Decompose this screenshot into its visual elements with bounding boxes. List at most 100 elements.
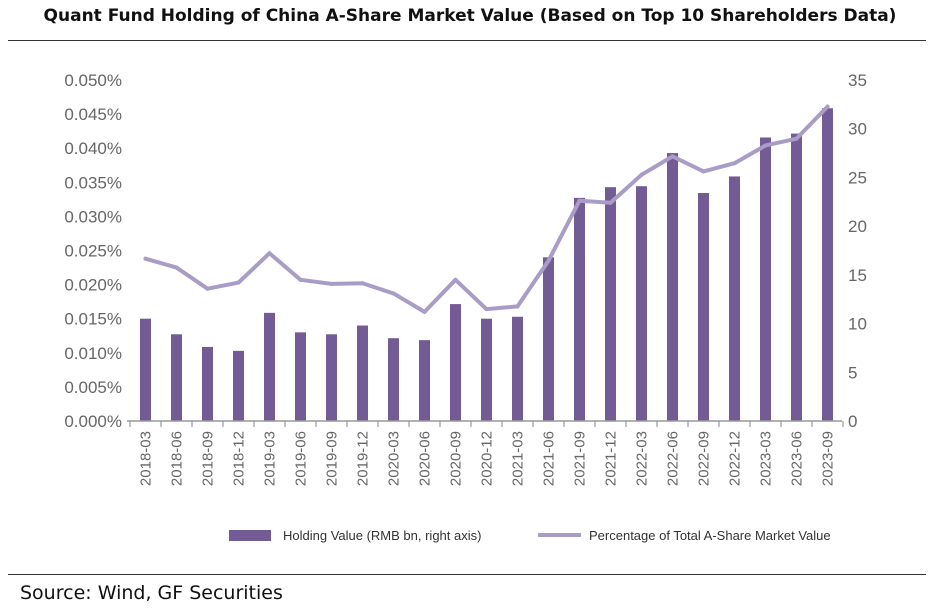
line-point-2021-06: [546, 258, 551, 263]
bar-2021-03: [512, 316, 523, 421]
line-point-2020-03: [391, 291, 396, 296]
bar-2019-03: [264, 312, 275, 421]
line-point-2019-12: [360, 281, 365, 286]
line-point-2020-09: [453, 277, 458, 282]
bar-2020-09: [450, 304, 461, 421]
x-tick-label: 2019-06: [293, 431, 310, 486]
right-tick-label: 35: [848, 71, 867, 90]
x-tick-label: 2023-06: [789, 431, 806, 486]
bar-2018-09: [202, 346, 213, 421]
bar-2019-09: [326, 334, 337, 421]
line-point-2018-12: [236, 280, 241, 285]
right-tick-label: 15: [848, 266, 867, 285]
left-tick-label: 0.020%: [64, 276, 122, 295]
right-tick-label: 5: [848, 363, 857, 382]
bar-2022-03: [636, 186, 647, 421]
right-tick-label: 20: [848, 217, 867, 236]
line-point-2022-09: [701, 169, 706, 174]
left-tick-label: 0.050%: [64, 71, 122, 90]
chart-title: Quant Fund Holding of China A-Share Mark…: [43, 6, 897, 26]
bar-2019-12: [357, 325, 368, 421]
bar-2019-06: [295, 332, 306, 421]
bar-2023-09: [822, 108, 833, 422]
left-tick-label: 0.045%: [64, 105, 122, 124]
line-point-2020-06: [422, 309, 427, 314]
x-tick-label: 2021-09: [572, 431, 589, 486]
line-point-2021-03: [515, 304, 520, 309]
line-point-2018-09: [205, 286, 210, 291]
right-tick-label: 10: [848, 315, 867, 334]
bar-2020-12: [481, 318, 492, 421]
x-tick-label: 2019-09: [324, 431, 341, 486]
line-point-2023-03: [763, 143, 768, 148]
line-point-2020-12: [484, 307, 489, 312]
x-tick-label: 2020-12: [479, 431, 496, 486]
line-point-2019-06: [298, 277, 303, 282]
x-tick-label: 2022-12: [727, 431, 744, 486]
legend-bar-label: Holding Value (RMB bn, right axis): [283, 528, 481, 543]
x-tick-label: 2021-06: [541, 431, 558, 486]
left-tick-label: 0.035%: [64, 173, 122, 192]
bar-2021-12: [605, 187, 616, 421]
left-tick-label: 0.005%: [64, 378, 122, 397]
x-tick-label: 2023-09: [820, 431, 837, 486]
left-tick-label: 0.010%: [64, 344, 122, 363]
bar-2022-12: [729, 176, 740, 421]
x-tick-label: 2023-03: [758, 431, 775, 486]
combo-chart: 0.000% 0.005% 0.010% 0.015% 0.020% 0.025% 0.03…: [64, 71, 867, 543]
right-axis-ticks: 0 5 10 15 20 25 30 35: [848, 71, 867, 431]
x-tick-label: 2018-06: [169, 431, 186, 486]
bar-2018-12: [233, 350, 244, 421]
left-axis-ticks: 0.000% 0.005% 0.010% 0.015% 0.020% 0.025% 0.03…: [64, 71, 122, 431]
x-tick-label: 2018-12: [231, 431, 248, 486]
bar-2023-03: [760, 137, 771, 422]
line-point-2023-06: [794, 136, 799, 141]
bar-2022-06: [667, 153, 678, 422]
legend-bar-swatch: [229, 530, 271, 541]
line-point-2021-12: [608, 200, 613, 205]
percentage-line: [143, 104, 830, 314]
x-tick-label: 2022-03: [634, 431, 651, 486]
x-tick-label: 2019-12: [355, 431, 372, 486]
left-tick-label: 0.000%: [64, 412, 122, 431]
title-divider: [8, 40, 926, 41]
bar-2021-06: [543, 257, 554, 421]
bar-2018-03: [140, 318, 151, 421]
line-point-2021-09: [577, 198, 582, 203]
x-axis-ticks: 2018-03 2018-06 2018-09 2018-12 2019-03 2019-…: [129, 421, 844, 486]
bar-2023-06: [791, 133, 802, 422]
bar-2020-06: [419, 340, 430, 421]
x-tick-label: 2020-09: [448, 431, 465, 486]
line-series-percentage: [143, 104, 830, 314]
x-tick-label: 2022-09: [696, 431, 713, 486]
bar-2020-03: [388, 338, 399, 421]
footer-divider: [8, 574, 926, 575]
legend-line-label: Percentage of Total A-Share Market Value: [589, 528, 831, 543]
line-point-2019-03: [267, 251, 272, 256]
left-tick-label: 0.015%: [64, 310, 122, 329]
line-point-2023-09: [825, 104, 830, 109]
line-point-2022-06: [670, 154, 675, 159]
x-tick-label: 2020-06: [417, 431, 434, 486]
line-point-2018-06: [174, 265, 179, 270]
left-tick-label: 0.040%: [64, 139, 122, 158]
line-point-2022-12: [732, 161, 737, 166]
x-tick-label: 2018-09: [200, 431, 217, 486]
bar-2022-09: [698, 193, 709, 421]
line-point-2022-03: [639, 172, 644, 177]
x-tick-label: 2022-06: [665, 431, 682, 486]
x-tick-label: 2018-03: [138, 431, 155, 486]
right-tick-label: 30: [848, 120, 867, 139]
line-point-2019-09: [329, 281, 334, 286]
right-tick-label: 0: [848, 412, 857, 431]
legend: Holding Value (RMB bn, right axis) Perce…: [229, 528, 831, 543]
source-note: Source: Wind, GF Securities: [20, 582, 283, 604]
bar-2021-09: [574, 197, 585, 421]
bar-2018-06: [171, 334, 182, 421]
left-tick-label: 0.025%: [64, 242, 122, 261]
x-tick-label: 2021-03: [510, 431, 527, 486]
line-point-2018-03: [143, 256, 148, 261]
right-tick-label: 25: [848, 168, 867, 187]
left-tick-label: 0.030%: [64, 207, 122, 226]
x-tick-label: 2021-12: [603, 431, 620, 486]
